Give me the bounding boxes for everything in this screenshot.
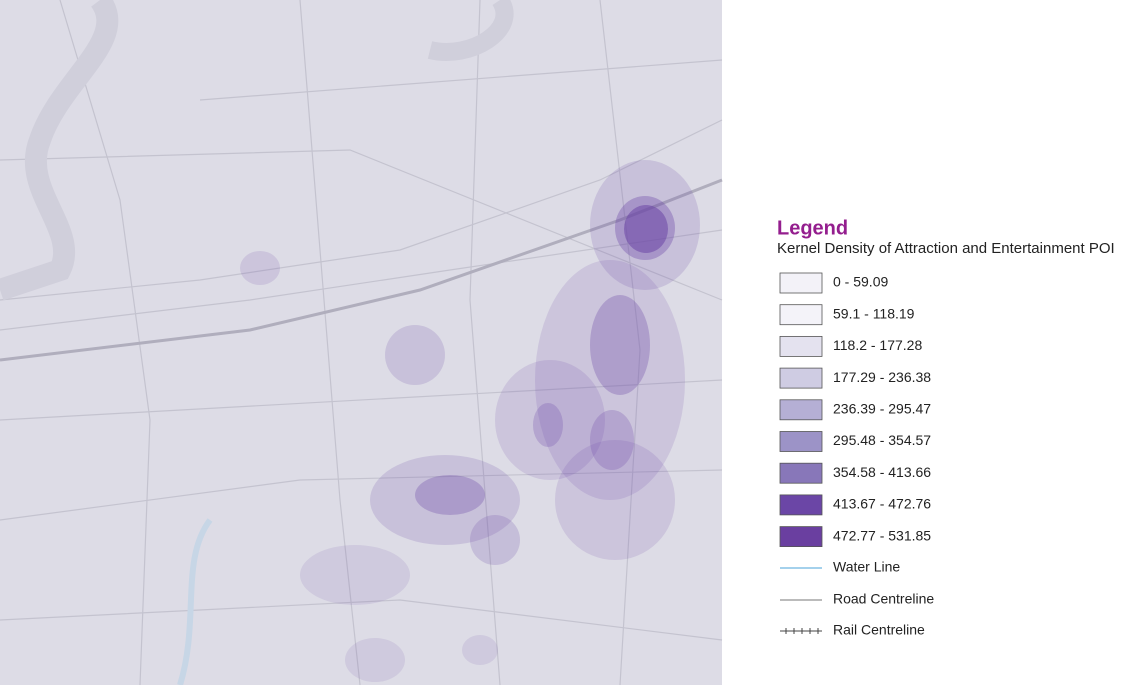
- legend-label: 177.29 - 236.38: [833, 369, 931, 385]
- legend-swatch: [779, 494, 823, 516]
- river: [427, 0, 514, 61]
- legend-swatch: [779, 399, 823, 421]
- legend-swatch: [779, 431, 823, 452]
- legend-swatch: [779, 462, 823, 484]
- legend-label: Water Line: [833, 559, 900, 575]
- density-surface: [240, 160, 700, 682]
- legend-swatch: [779, 272, 823, 294]
- legend-label: 413.67 - 472.76: [833, 496, 931, 512]
- rail-ticks: [785, 628, 819, 634]
- legend-label: Road Centreline: [833, 591, 934, 607]
- legend-swatch: [779, 367, 823, 389]
- legend-label: 354.58 - 413.66: [833, 464, 931, 480]
- roads: [0, 0, 723, 685]
- legend-label: 59.1 - 118.19: [833, 305, 915, 321]
- legend-label: Rail Centreline: [833, 622, 925, 638]
- legend-subtitle: Kernel Density of Attraction and Enterta…: [777, 240, 1115, 257]
- map-background: [0, 0, 722, 685]
- river: [0, 0, 119, 301]
- map: [0, 0, 723, 685]
- water-line: [177, 518, 213, 685]
- legend-label: 118.2 - 177.28: [833, 337, 922, 353]
- legend-classes: 0 - 59.09 59.1 - 118.19 118.2 - 177.28 177.…: [779, 272, 931, 547]
- legend-label: 472.77 - 531.85: [833, 527, 931, 543]
- legend-label: 295.48 - 354.57: [833, 432, 931, 448]
- legend-swatch: [779, 304, 823, 326]
- legend-label: 236.39 - 295.47: [833, 401, 931, 417]
- legend-label: 0 - 59.09: [833, 274, 888, 290]
- legend-swatch: [779, 526, 823, 547]
- legend-swatch: [779, 335, 823, 357]
- legend-title: Legend: [777, 217, 848, 239]
- legend: Legend Kernel Density of Attraction and …: [777, 217, 1115, 637]
